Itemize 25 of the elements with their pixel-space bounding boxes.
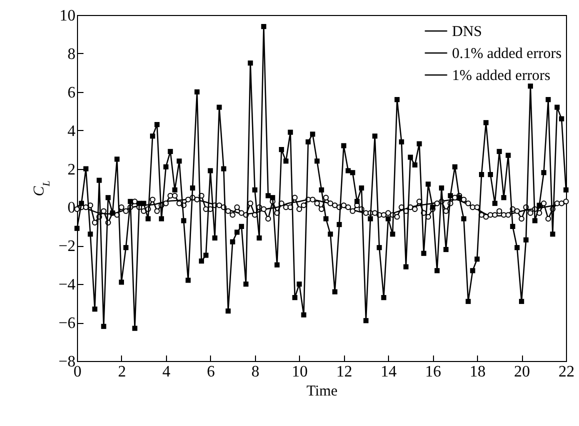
x-axis-title: Time — [306, 384, 338, 400]
y-tick-label: 8 — [68, 46, 76, 63]
x-tick-label: 2 — [118, 364, 126, 380]
x-tick-label: 8 — [251, 364, 260, 380]
y-tick-label: −8 — [58, 354, 76, 370]
legend-label: DNS — [452, 24, 482, 40]
x-tick-label: 10 — [292, 364, 308, 380]
x-tick-label: 16 — [425, 364, 442, 380]
y-tick-label: −6 — [58, 315, 76, 332]
y-tick-label: 0 — [68, 200, 76, 217]
y-tick-label: 6 — [68, 84, 76, 102]
legend-label: 0.1% added errors — [452, 46, 562, 62]
x-tick-label: 18 — [470, 364, 486, 380]
x-tick-label: 12 — [336, 364, 352, 380]
x-tick-label: 4 — [162, 364, 170, 380]
y-tick-label: −4 — [58, 276, 76, 294]
y-tick-label: 4 — [68, 122, 76, 140]
x-tick-label: 6 — [206, 364, 215, 380]
x-tick-label: 22 — [558, 364, 574, 380]
x-tick-label: 20 — [514, 364, 530, 380]
y-tick-label: 10 — [60, 8, 76, 24]
y-tick-label: 2 — [68, 161, 76, 178]
y-tick-label: −2 — [58, 238, 76, 256]
legend-label: 1% added errors — [452, 68, 550, 84]
x-tick-label: 14 — [380, 364, 397, 380]
